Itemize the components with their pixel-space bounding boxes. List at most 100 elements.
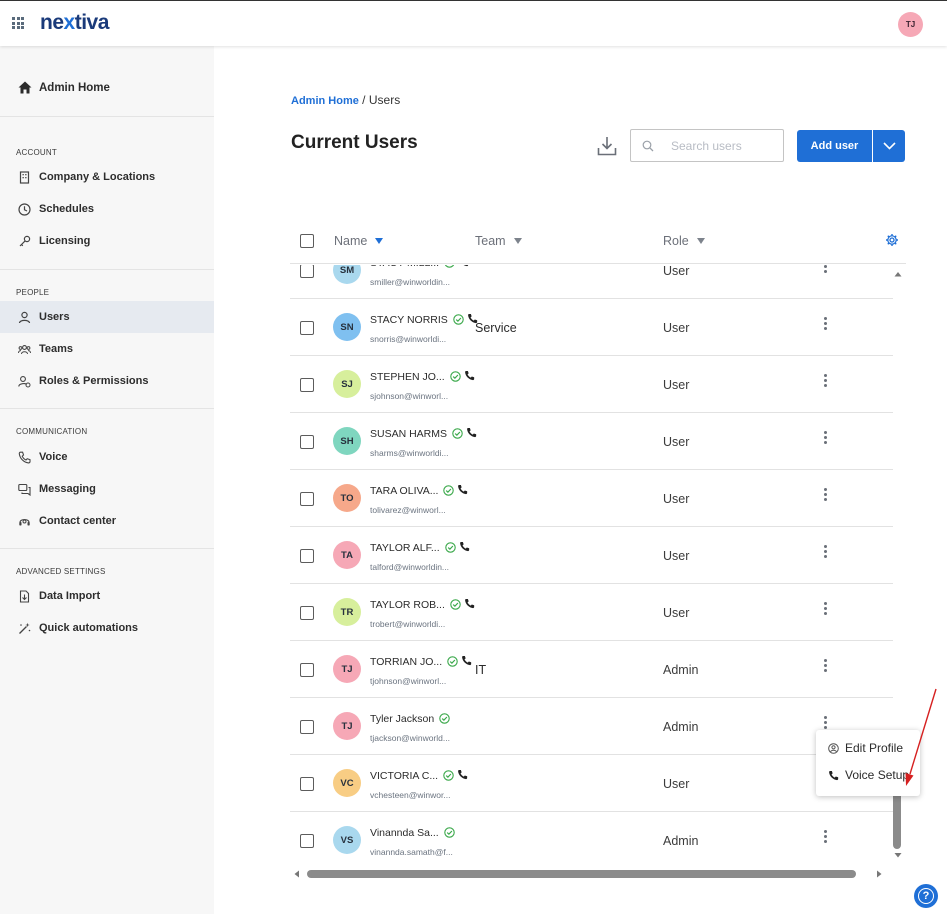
top-bar: nextiva TJ <box>0 0 947 46</box>
horizontal-scrollbar-thumb[interactable] <box>307 870 856 878</box>
user-name[interactable]: SUSAN HARMS <box>370 428 448 440</box>
user-role: User <box>663 492 690 506</box>
user-name[interactable]: Vinannda Sa... <box>370 827 439 839</box>
user-name[interactable]: VICTORIA C... <box>370 770 439 782</box>
sidebar-item-teams[interactable]: Teams <box>0 333 214 365</box>
user-permission-icon <box>18 375 31 387</box>
column-header-name[interactable]: Name <box>334 234 384 248</box>
sidebar-item-roles-permissions[interactable]: Roles & Permissions <box>0 365 214 397</box>
menu-item-voice-setup[interactable]: Voice Setup <box>828 768 909 782</box>
phone-icon <box>829 770 839 780</box>
sidebar: Admin Home ACCOUNT Company & Locations S… <box>0 46 214 914</box>
nextiva-logo[interactable]: nextiva <box>40 11 109 34</box>
user-avatar[interactable]: TJ <box>898 12 923 37</box>
app-grid-icon[interactable] <box>12 17 24 29</box>
row-checkbox[interactable] <box>300 606 314 620</box>
user-name[interactable]: STEPHEN JO... <box>370 371 445 383</box>
menu-item-label: Voice Setup <box>845 768 910 782</box>
row-checkbox[interactable] <box>300 321 314 335</box>
sidebar-item-messaging[interactable]: Messaging <box>0 473 214 505</box>
table-row[interactable]: SM STACY MILL... smiller@winworldin... User <box>290 265 893 299</box>
sidebar-item-label: Voice <box>39 451 68 463</box>
check-circle-icon <box>444 827 455 838</box>
phone-icon <box>463 265 469 267</box>
row-checkbox[interactable] <box>300 492 314 506</box>
add-user-dropdown-button[interactable] <box>873 130 905 162</box>
sidebar-item-company-locations[interactable]: Company & Locations <box>0 161 214 193</box>
user-name[interactable]: TORRIAN JO... <box>370 656 443 668</box>
table-row[interactable]: VC VICTORIA C... vchesteen@winwor... User <box>290 755 893 812</box>
user-role: User <box>663 378 690 392</box>
sidebar-divider <box>0 548 214 549</box>
vertical-scrollbar[interactable] <box>893 268 903 862</box>
column-header-team[interactable]: Team <box>475 234 522 248</box>
column-header-role[interactable]: Role <box>663 234 705 248</box>
sidebar-item-schedules[interactable]: Schedules <box>0 193 214 225</box>
row-more-menu-icon[interactable] <box>822 830 828 844</box>
user-name[interactable]: TARA OLIVA... <box>370 485 439 497</box>
select-all-checkbox[interactable] <box>300 234 314 248</box>
user-role: Admin <box>663 720 699 734</box>
row-checkbox[interactable] <box>300 435 314 449</box>
row-more-menu-icon[interactable] <box>822 488 828 502</box>
table-row[interactable]: SN STACY NORRIS snorris@winworldi... Servic… <box>290 299 893 356</box>
row-context-menu: Edit Profile Voice Setup <box>816 730 920 796</box>
check-circle-icon <box>439 713 450 724</box>
sidebar-item-users[interactable]: Users <box>0 301 214 333</box>
table-row[interactable]: TR TAYLOR ROB... trobert@winworldi... User <box>290 584 893 641</box>
search-input[interactable] <box>671 138 781 153</box>
row-more-menu-icon[interactable] <box>822 716 828 730</box>
sidebar-item-admin-home[interactable]: Admin Home <box>18 81 110 94</box>
user-avatar: TR <box>333 598 361 626</box>
add-user-button[interactable]: Add user <box>797 130 872 162</box>
row-checkbox[interactable] <box>300 549 314 563</box>
home-icon <box>18 81 32 94</box>
table-row[interactable]: VS Vinannda Sa... vinannda.samath@f... Admi… <box>290 812 893 865</box>
sidebar-item-data-import[interactable]: Data Import <box>0 580 214 612</box>
horizontal-scrollbar[interactable] <box>290 867 893 881</box>
user-role: Admin <box>663 663 699 677</box>
sidebar-item-quick-automations[interactable]: Quick automations <box>0 612 214 644</box>
table-row[interactable]: TA TAYLOR ALF... talford@winworldin... User <box>290 527 893 584</box>
table-row[interactable]: SJ STEPHEN JO... sjohnson@winworl... User <box>290 356 893 413</box>
row-more-menu-icon[interactable] <box>822 431 828 445</box>
user-name[interactable]: STACY MILL... <box>370 265 439 269</box>
row-more-menu-icon[interactable] <box>822 659 828 673</box>
sidebar-item-licensing[interactable]: Licensing <box>0 225 214 257</box>
row-more-menu-icon[interactable] <box>822 602 828 616</box>
row-more-menu-icon[interactable] <box>822 374 828 388</box>
row-checkbox[interactable] <box>300 834 314 848</box>
table-row[interactable]: TJ Tyler Jackson tjackson@winworld... Admin <box>290 698 893 755</box>
breadcrumb-admin-home-link[interactable]: Admin Home <box>291 95 359 107</box>
sidebar-item-voice[interactable]: Voice <box>0 441 214 473</box>
menu-item-edit-profile[interactable]: Edit Profile <box>828 741 903 755</box>
table-row[interactable]: TJ TORRIAN JO... tjohnson@winworl... IT Admi… <box>290 641 893 698</box>
table-row[interactable]: SH SUSAN HARMS sharms@winworldi... User <box>290 413 893 470</box>
help-button[interactable]: ? <box>914 884 938 908</box>
search-box[interactable] <box>630 129 784 162</box>
row-more-menu-icon[interactable] <box>822 265 828 274</box>
user-avatar: TJ <box>333 655 361 683</box>
gear-icon[interactable] <box>885 233 899 247</box>
sidebar-item-label: Messaging <box>39 483 96 495</box>
row-checkbox[interactable] <box>300 378 314 392</box>
column-label: Team <box>475 234 506 248</box>
sidebar-item-label: Company & Locations <box>39 171 156 183</box>
user-name[interactable]: TAYLOR ROB... <box>370 599 445 611</box>
user-name[interactable]: Tyler Jackson <box>370 713 435 725</box>
phone-icon <box>465 371 475 381</box>
row-checkbox[interactable] <box>300 663 314 677</box>
sidebar-item-contact-center[interactable]: Contact center <box>0 505 214 537</box>
help-icon: ? <box>918 888 934 904</box>
user-email: tjohnson@winworl... <box>370 676 447 686</box>
download-icon[interactable] <box>596 135 618 157</box>
vertical-scrollbar-thumb[interactable] <box>893 775 901 849</box>
table-row[interactable]: TO TARA OLIVA... tolivarez@winworl... User <box>290 470 893 527</box>
row-checkbox[interactable] <box>300 265 314 278</box>
row-checkbox[interactable] <box>300 777 314 791</box>
user-name[interactable]: TAYLOR ALF... <box>370 542 440 554</box>
row-checkbox[interactable] <box>300 720 314 734</box>
user-name[interactable]: STACY NORRIS <box>370 314 448 326</box>
row-more-menu-icon[interactable] <box>822 317 828 331</box>
row-more-menu-icon[interactable] <box>822 545 828 559</box>
